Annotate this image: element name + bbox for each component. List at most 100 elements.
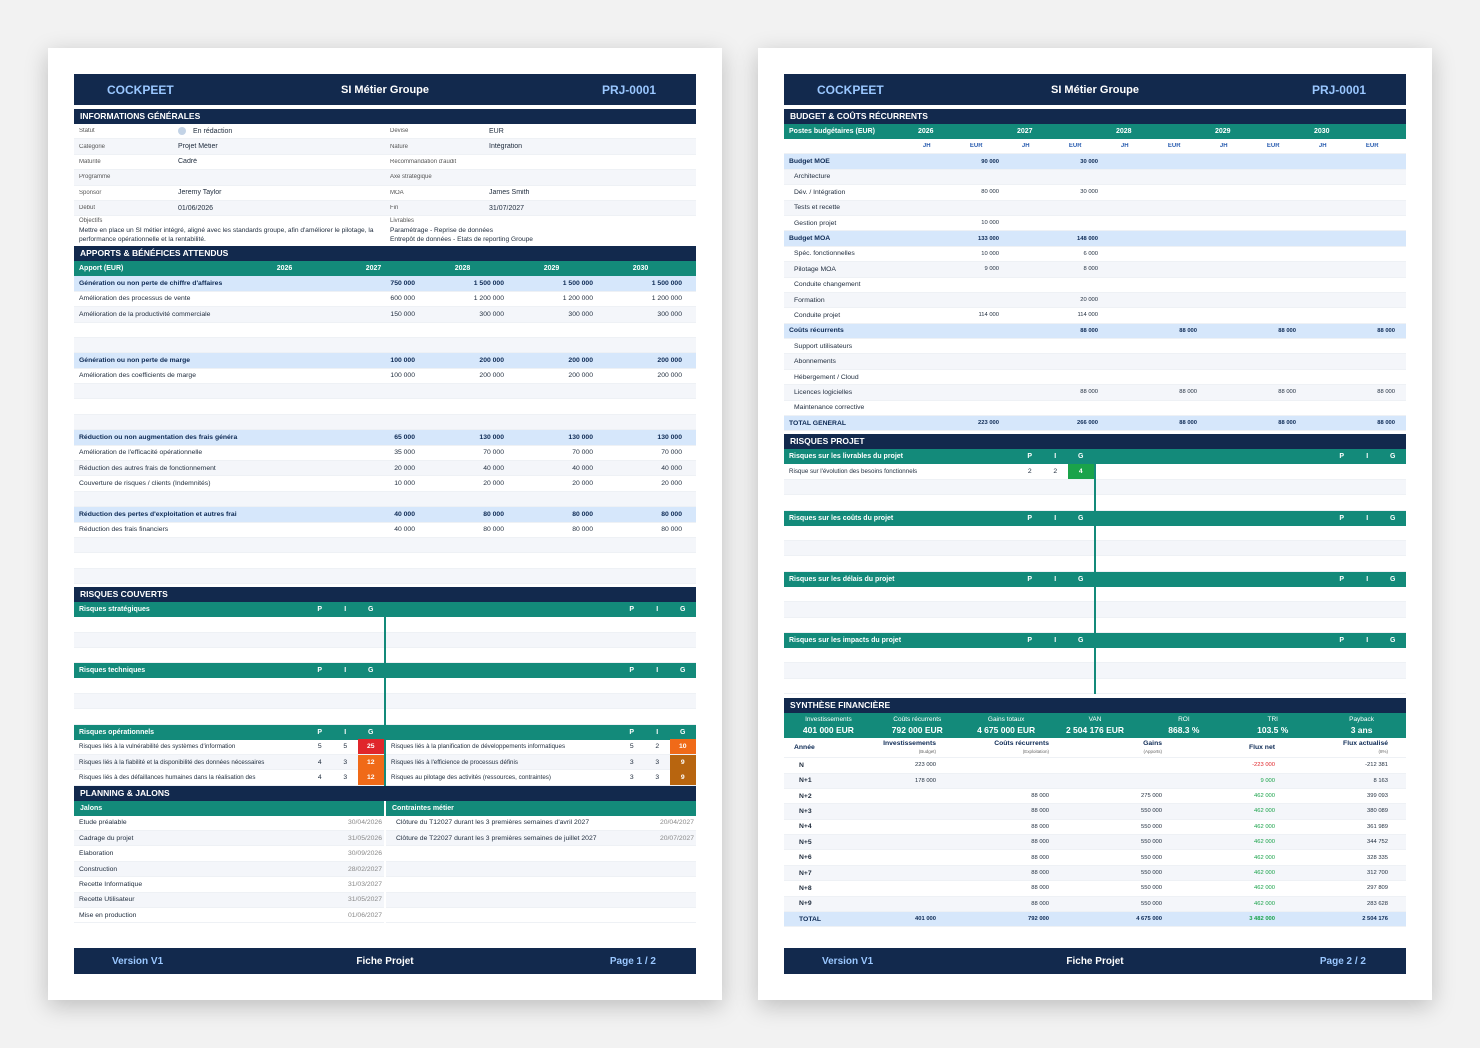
benefit-value: 200 000	[479, 372, 504, 380]
page-header: COCKPEET SI Métier Groupe PRJ-0001	[784, 74, 1406, 105]
benefit-value: 80 000	[661, 510, 682, 518]
project-risk-row	[784, 617, 1406, 633]
project-risk-cell	[1096, 526, 1406, 541]
budget-row-label: Conduite changement	[794, 281, 861, 289]
contrainte-row	[386, 861, 696, 878]
risk-block-label-empty	[386, 663, 619, 678]
budget-value: 88 000	[1377, 389, 1395, 396]
contrainte-row: Clôture de T22027 durant les 3 premières…	[386, 831, 696, 847]
kpi-item: Coûts récurrents 792 000 EUR	[873, 713, 962, 738]
budget-sub-header: EUR	[1365, 143, 1379, 150]
contrainte-row	[386, 877, 696, 893]
pig-header-label: P	[1339, 514, 1345, 522]
project-risk-header: Risques sur les impacts du projet P I G P I G	[784, 632, 1406, 648]
pig-value: 3	[655, 758, 660, 766]
synthese-col-title: Coûts récurrents	[994, 739, 1049, 747]
benefit-value: 100 000	[390, 372, 415, 380]
footer-doc: Fiche Projet	[1066, 955, 1124, 967]
synthese-value: N	[799, 761, 804, 769]
kpi-item: TRI 103.5 %	[1228, 713, 1317, 738]
synthese-value: 462 000	[1254, 885, 1275, 892]
project-risk-cell	[784, 479, 1094, 496]
project-risk-item: Risque sur l'évolution des besoins fonct…	[789, 468, 918, 476]
info-label: Devise	[390, 128, 409, 135]
pig-value: 4	[317, 773, 322, 781]
section-planning-title: PLANNING & JALONS	[74, 785, 696, 801]
jalon-row: Étude préalable 30/04/2026	[74, 816, 384, 832]
benefit-value: 200 000	[568, 356, 593, 364]
budget-row-label: Budget MOA	[789, 235, 831, 243]
budget-value: 88 000	[1278, 420, 1296, 427]
benefit-value: 300 000	[657, 310, 682, 318]
benefits-col-header: 2029	[543, 265, 560, 273]
risk-label: Risques liés à des défaillances humaines…	[79, 773, 256, 781]
synthese-col-header: Coûts récurrents (Exploitation)	[940, 740, 1053, 756]
budget-row-label: Formation	[794, 296, 825, 304]
benefit-item-row: Amélioration des coefficients de marge 10…	[74, 369, 696, 385]
project-risk-label-empty	[1096, 633, 1329, 648]
kpi-value: 868.3 %	[1168, 725, 1200, 736]
synthese-value: 3 482 000	[1249, 916, 1275, 923]
info-label: Sponsor	[79, 189, 102, 196]
kpi-value: 4 675 000 EUR	[977, 725, 1036, 736]
pig-header-label: P	[629, 606, 635, 614]
synthese-row: N+8 88 000 550 000 462 000 297 809	[784, 881, 1406, 897]
benefit-value: 200 000	[657, 372, 682, 380]
budget-row-label: Conduite projet	[794, 311, 841, 319]
divider	[1094, 663, 1096, 679]
project-risk-row	[784, 479, 1406, 496]
info-value: Projet Métier	[178, 143, 385, 150]
benefit-value: 1 200 000	[473, 295, 504, 303]
benefit-item-row: Amélioration des processus de vente 600 0…	[74, 292, 696, 308]
pig-header-label: G	[1390, 636, 1396, 644]
benefit-value: 750 000	[390, 280, 415, 288]
risk-label: Risques liés à la fiabilité et la dispon…	[79, 758, 265, 766]
divider	[1094, 525, 1096, 541]
synthese-value: 550 000	[1141, 870, 1162, 877]
benefit-group-label: Génération ou non perte de marge	[79, 356, 191, 364]
synthese-row: N+4 88 000 550 000 462 000 361 989	[784, 820, 1406, 836]
pig-header-label: G	[680, 606, 686, 614]
budget-col-header: 2028	[1116, 128, 1132, 135]
benefit-value: 70 000	[572, 449, 593, 457]
budget-row-label: Dév. / Intégration	[794, 188, 846, 196]
project-risk-label: Risques sur les délais du projet	[789, 575, 895, 583]
divider	[1094, 556, 1096, 572]
budget-value: 6 000	[1083, 250, 1098, 257]
synthese-value: N+4	[799, 823, 812, 831]
risk-cell	[74, 709, 384, 725]
info-row: Maturité Cadré Recommandation d'audit	[74, 155, 696, 171]
project-risk-header: Risques sur les délais du projet P I G P I G	[784, 571, 1406, 587]
budget-row: Abonnements	[784, 354, 1406, 370]
pig-header-label: P	[317, 606, 323, 614]
budget-value: 10 000	[981, 250, 999, 257]
jalon-label: Construction	[79, 865, 118, 873]
synthese-value: 328 335	[1367, 854, 1388, 861]
page-header: COCKPEET SI Métier Groupe PRJ-0001	[74, 74, 696, 105]
synthese-value: 550 000	[1141, 823, 1162, 830]
info-label: Maturité	[79, 158, 101, 165]
budget-value: 223 000	[978, 420, 999, 427]
benefit-value: 40 000	[394, 526, 415, 534]
synthese-value: 2 504 176	[1362, 916, 1388, 923]
synthese-col-title: Gains	[1143, 739, 1162, 747]
divider	[384, 647, 386, 664]
budget-value: 88 000	[1377, 327, 1395, 334]
pig-value: 3	[629, 773, 634, 781]
project-risk-cell	[1096, 556, 1406, 572]
budget-sub-header: EUR	[1068, 143, 1082, 150]
divider	[384, 632, 386, 648]
risk-label: Risques liés à la planification de dével…	[391, 743, 566, 751]
benefit-group-label: Génération ou non perte de chiffre d'aff…	[79, 280, 223, 288]
project-risk-cell	[1096, 587, 1406, 603]
risk-block-label-empty	[386, 602, 619, 617]
pig-header-label: G	[368, 606, 374, 614]
benefit-value: 65 000	[394, 433, 415, 441]
synthese-col-title: Flux actualisé	[1343, 739, 1388, 747]
budget-value: 8 000	[1083, 266, 1098, 273]
pig-scores: 4 3 12	[307, 769, 384, 785]
budget-row-label: TOTAL GÉNÉRAL	[789, 419, 847, 427]
pig-header-label: G	[368, 667, 374, 675]
